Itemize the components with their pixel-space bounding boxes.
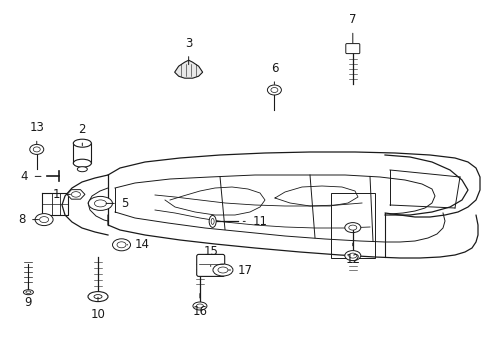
Ellipse shape bbox=[196, 304, 203, 308]
FancyBboxPatch shape bbox=[196, 255, 225, 276]
Text: 15: 15 bbox=[203, 246, 218, 266]
Ellipse shape bbox=[89, 197, 112, 210]
Text: 14: 14 bbox=[127, 238, 149, 251]
Ellipse shape bbox=[95, 200, 106, 207]
Text: 8: 8 bbox=[18, 213, 39, 226]
Ellipse shape bbox=[213, 264, 233, 276]
Text: 17: 17 bbox=[228, 264, 252, 276]
Ellipse shape bbox=[117, 242, 126, 248]
Text: 16: 16 bbox=[193, 293, 207, 318]
Ellipse shape bbox=[33, 147, 40, 152]
Ellipse shape bbox=[349, 253, 357, 258]
Polygon shape bbox=[67, 190, 85, 199]
Ellipse shape bbox=[268, 85, 281, 95]
Text: 2: 2 bbox=[78, 123, 86, 146]
Text: 4: 4 bbox=[21, 170, 41, 183]
Ellipse shape bbox=[72, 192, 80, 197]
Ellipse shape bbox=[193, 302, 207, 310]
Polygon shape bbox=[174, 60, 203, 78]
Text: 5: 5 bbox=[106, 197, 129, 210]
Text: 1: 1 bbox=[52, 188, 71, 201]
Ellipse shape bbox=[349, 225, 357, 230]
Ellipse shape bbox=[345, 222, 361, 233]
Ellipse shape bbox=[271, 87, 278, 93]
Text: 13: 13 bbox=[29, 121, 44, 144]
Ellipse shape bbox=[209, 215, 216, 228]
Ellipse shape bbox=[40, 217, 49, 222]
Ellipse shape bbox=[30, 144, 44, 154]
Text: 3: 3 bbox=[185, 37, 193, 65]
Ellipse shape bbox=[74, 139, 91, 147]
Text: 10: 10 bbox=[91, 297, 105, 321]
Bar bbox=[331, 193, 375, 258]
Ellipse shape bbox=[26, 291, 31, 293]
Ellipse shape bbox=[88, 292, 108, 302]
Ellipse shape bbox=[77, 167, 87, 172]
Ellipse shape bbox=[218, 267, 228, 273]
Ellipse shape bbox=[113, 239, 130, 251]
Text: 6: 6 bbox=[270, 62, 278, 85]
FancyBboxPatch shape bbox=[346, 44, 360, 54]
Text: 12: 12 bbox=[345, 243, 360, 266]
Ellipse shape bbox=[211, 219, 214, 224]
Text: 11: 11 bbox=[243, 215, 267, 228]
Ellipse shape bbox=[24, 290, 33, 295]
Ellipse shape bbox=[345, 251, 361, 261]
Text: 9: 9 bbox=[24, 283, 32, 309]
Ellipse shape bbox=[35, 213, 53, 226]
Ellipse shape bbox=[94, 294, 102, 298]
Ellipse shape bbox=[74, 159, 91, 167]
Text: 7: 7 bbox=[349, 13, 357, 43]
